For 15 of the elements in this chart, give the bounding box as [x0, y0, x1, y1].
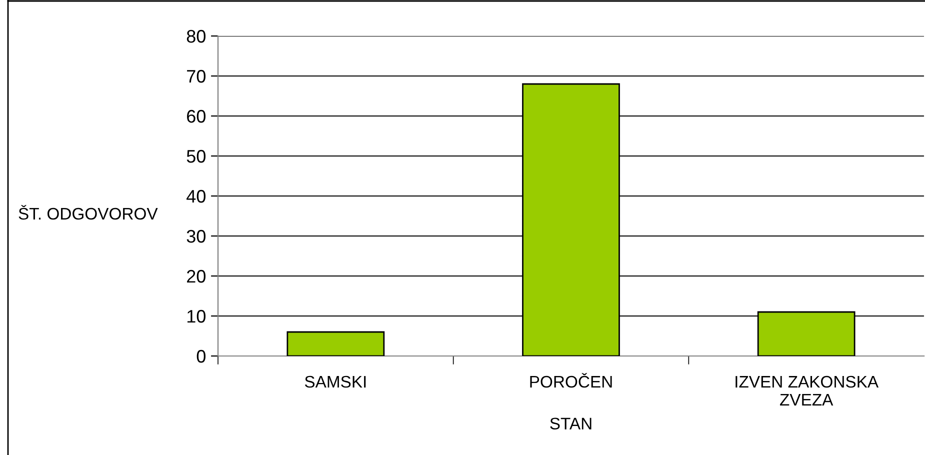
y-tick-label: 60: [187, 110, 206, 123]
x-tick-label: POROČEN: [530, 372, 612, 388]
y-axis-title: ŠT. ODGOVOROV: [18, 204, 158, 220]
bar: [286, 331, 385, 356]
y-tick-label: 80: [186, 30, 206, 43]
x-tick-label: IZVEN ZAKONSKA ZVEZA: [736, 376, 879, 406]
y-tick-label: 30: [186, 230, 206, 243]
y-tick-label: 0: [196, 350, 206, 363]
x-tick-label: SAMSKI: [304, 376, 366, 388]
y-tick-label: 20: [187, 270, 206, 283]
y-tick-label: 50: [186, 150, 206, 163]
x-axis-title: STAN: [550, 418, 592, 430]
y-tick-label: 40: [186, 190, 206, 203]
y-tick-label: 70: [187, 70, 206, 83]
y-tick-label: 10: [187, 310, 206, 323]
